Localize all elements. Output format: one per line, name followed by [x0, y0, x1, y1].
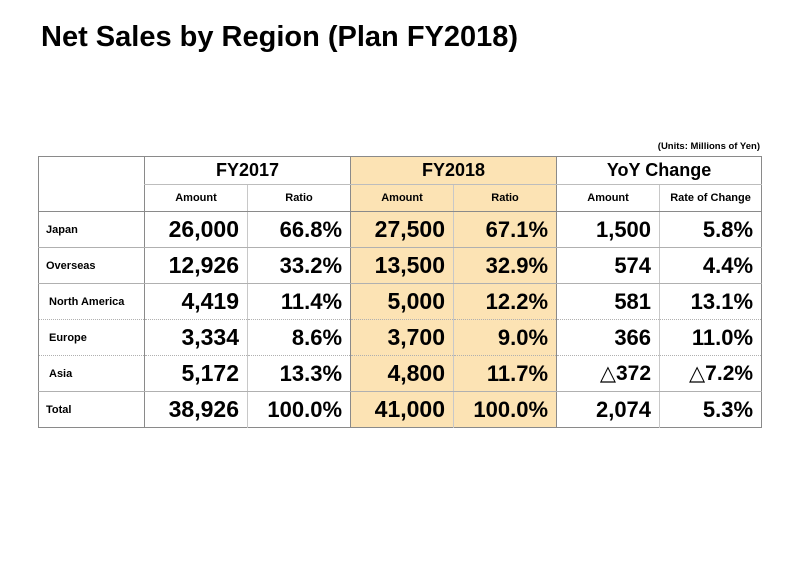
data-cell: 5.3% [659, 391, 762, 428]
data-cell: 27,500 [350, 211, 454, 248]
data-cell: 5,000 [350, 283, 454, 320]
net-sales-table: FY2017 FY2018 YoY Change Amount Ratio Am… [38, 156, 763, 428]
data-cell: 13.1% [659, 283, 762, 320]
data-cell: 26,000 [144, 211, 248, 248]
table-row: Europe 3,334 8.6% 3,700 9.0% 366 11.0% [38, 319, 762, 356]
col-header: Amount [556, 184, 660, 212]
data-cell: 12.2% [453, 283, 557, 320]
data-cell: 11.7% [453, 355, 557, 392]
data-cell: 4.4% [659, 247, 762, 284]
table-row: North America 4,419 11.4% 5,000 12.2% 58… [38, 283, 762, 320]
data-cell: 11.0% [659, 319, 762, 356]
data-cell: 12,926 [144, 247, 248, 284]
group-header-yoy: YoY Change [556, 156, 762, 185]
data-cell: 1,500 [556, 211, 660, 248]
group-header-fy2018: FY2018 [350, 156, 557, 185]
col-header: Amount [350, 184, 454, 212]
units-note: (Units: Millions of Yen) [657, 141, 760, 152]
row-label: Asia [38, 355, 145, 392]
data-cell: 3,700 [350, 319, 454, 356]
data-cell: 3,334 [144, 319, 248, 356]
data-cell: 11.4% [246, 283, 351, 320]
data-cell: 100.0% [453, 391, 557, 428]
row-label: Japan [38, 211, 145, 248]
data-cell: 100.0% [246, 391, 351, 428]
data-cell: 4,800 [350, 355, 454, 392]
row-label: Total [46, 403, 72, 416]
data-cell: 574 [556, 247, 660, 284]
col-header: Ratio [246, 184, 351, 212]
data-cell: 2,074 [556, 391, 660, 428]
data-cell: 41,000 [350, 391, 454, 428]
data-cell: 32.9% [453, 247, 557, 284]
page-title: Net Sales by Region (Plan FY2018) [41, 21, 519, 53]
data-cell: 38,926 [144, 391, 248, 428]
data-cell: 67.1% [453, 211, 557, 248]
data-cell: 5,172 [144, 355, 248, 392]
data-cell: 33.2% [246, 247, 351, 284]
col-header: Ratio [453, 184, 557, 212]
col-header: Amount [144, 184, 248, 212]
table-row: Asia 5,172 13.3% 4,800 11.7% △372 △7.2% [38, 355, 762, 392]
data-cell: 13,500 [350, 247, 454, 284]
group-header-fy2017: FY2017 [143, 156, 351, 185]
header-row-columns: Amount Ratio Amount Ratio Amount Rate of… [39, 184, 762, 212]
data-cell: 366 [556, 319, 660, 356]
data-cell: 13.3% [246, 355, 351, 392]
data-cell: △372 [556, 355, 660, 392]
row-label: Europe [38, 319, 145, 356]
data-cell: △7.2% [659, 355, 762, 392]
corner-cell [38, 156, 145, 212]
row-label: Overseas [38, 247, 145, 284]
header-row-groups: FY2017 FY2018 YoY Change [38, 156, 762, 212]
data-cell: 66.8% [246, 211, 351, 248]
table-row: Japan 26,000 66.8% 27,500 67.1% 1,500 5.… [38, 211, 762, 248]
row-label: North America [38, 283, 145, 320]
data-cell: 581 [556, 283, 660, 320]
data-cell: 5.8% [659, 211, 762, 248]
table-row: Overseas 12,926 33.2% 13,500 32.9% 574 4… [38, 247, 762, 284]
data-cell: 9.0% [453, 319, 557, 356]
data-cell: 4,419 [144, 283, 248, 320]
data-cell: 8.6% [246, 319, 351, 356]
table-row: Total 38,926 100.0% 41,000 100.0% 2,074 … [39, 391, 762, 428]
col-header: Rate of Change [659, 184, 762, 212]
